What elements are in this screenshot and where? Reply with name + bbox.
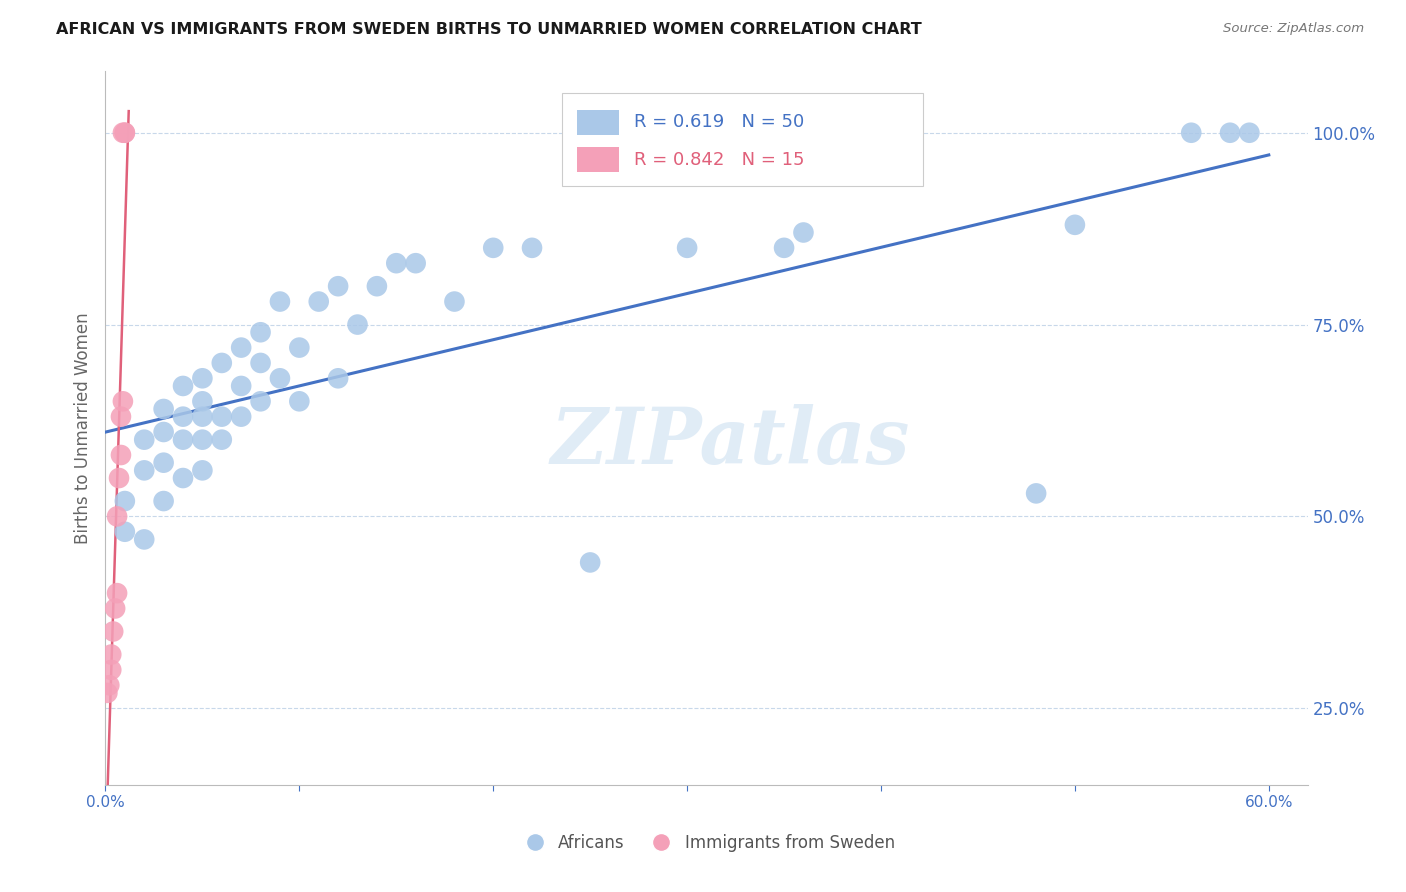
Point <box>111 394 134 409</box>
Point <box>773 241 796 255</box>
Point <box>520 241 543 255</box>
Point <box>105 586 128 600</box>
Point <box>1064 218 1087 232</box>
Point <box>108 471 131 485</box>
Point <box>152 456 174 470</box>
Point <box>98 678 121 692</box>
Text: R = 0.842   N = 15: R = 0.842 N = 15 <box>634 151 804 169</box>
Point <box>211 356 233 370</box>
Point <box>134 533 156 547</box>
Point <box>191 394 214 409</box>
Text: AFRICAN VS IMMIGRANTS FROM SWEDEN BIRTHS TO UNMARRIED WOMEN CORRELATION CHART: AFRICAN VS IMMIGRANTS FROM SWEDEN BIRTHS… <box>56 22 922 37</box>
Point <box>346 318 368 332</box>
Point <box>288 341 311 355</box>
Point <box>114 494 136 508</box>
Point <box>288 394 311 409</box>
Point <box>231 341 253 355</box>
Point <box>308 294 330 309</box>
Point <box>676 241 699 255</box>
Point <box>1239 126 1261 140</box>
Point <box>249 394 271 409</box>
Y-axis label: Births to Unmarried Women: Births to Unmarried Women <box>73 312 91 544</box>
Point <box>114 524 136 539</box>
Point <box>326 279 349 293</box>
Point <box>172 409 194 424</box>
Point <box>103 624 125 639</box>
Point <box>172 433 194 447</box>
Point <box>172 379 194 393</box>
Point <box>1180 126 1202 140</box>
Point <box>1025 486 1047 500</box>
Text: Source: ZipAtlas.com: Source: ZipAtlas.com <box>1223 22 1364 36</box>
Point <box>231 409 253 424</box>
Point <box>269 294 291 309</box>
Point <box>269 371 291 385</box>
Point <box>249 356 271 370</box>
Point <box>366 279 388 293</box>
Point <box>249 325 271 339</box>
Point <box>211 409 233 424</box>
Point <box>104 601 127 615</box>
Point <box>792 226 814 240</box>
Point <box>105 509 128 524</box>
Point <box>1219 126 1241 140</box>
Point <box>110 409 132 424</box>
Point <box>152 425 174 439</box>
Point <box>191 433 214 447</box>
Point <box>111 126 134 140</box>
Point <box>96 686 118 700</box>
Point <box>100 648 122 662</box>
Point <box>100 663 122 677</box>
Point <box>110 448 132 462</box>
Point <box>482 241 505 255</box>
Point <box>152 494 174 508</box>
Point <box>191 371 214 385</box>
Point <box>152 401 174 416</box>
Point <box>385 256 408 270</box>
FancyBboxPatch shape <box>562 93 922 186</box>
Point <box>191 463 214 477</box>
Point <box>172 471 194 485</box>
Point <box>405 256 427 270</box>
Point <box>191 409 214 424</box>
Point <box>134 463 156 477</box>
Point <box>326 371 349 385</box>
Point <box>443 294 465 309</box>
Point <box>114 126 136 140</box>
Point <box>134 433 156 447</box>
Point <box>231 379 253 393</box>
Point <box>579 556 602 570</box>
Text: ZIPatlas: ZIPatlas <box>551 404 910 481</box>
Legend: Africans, Immigrants from Sweden: Africans, Immigrants from Sweden <box>512 828 901 859</box>
Text: R = 0.619   N = 50: R = 0.619 N = 50 <box>634 113 804 131</box>
Point <box>211 433 233 447</box>
Bar <box>576 146 619 172</box>
Point <box>114 126 136 140</box>
Bar <box>576 110 619 136</box>
